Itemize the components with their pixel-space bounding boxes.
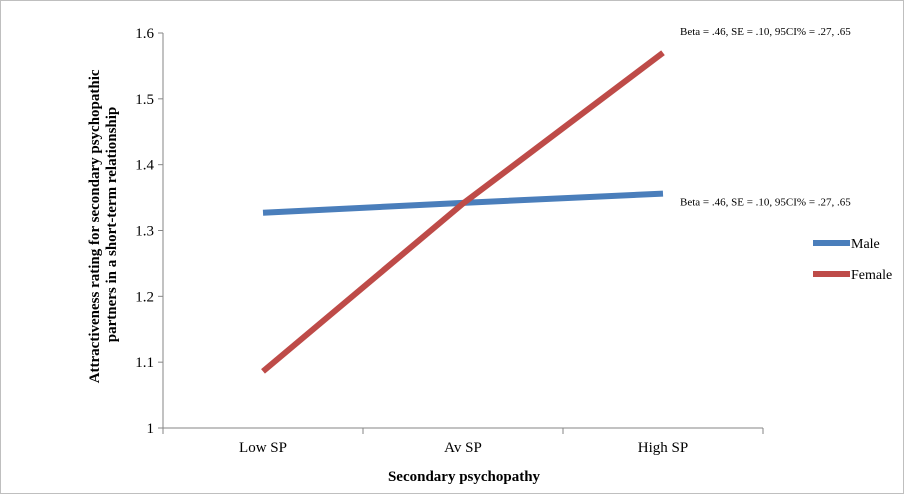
- y-axis-title-line-1: Attractiveness rating for secondary psyc…: [87, 69, 103, 383]
- y-tick-label: 1.4: [135, 158, 154, 174]
- x-tick-label: High SP: [638, 440, 688, 456]
- legend-label-female: Female: [851, 268, 892, 283]
- x-tick-label: Low SP: [239, 440, 287, 456]
- annotation-female: Beta = .46, SE = .10, 95CI% = .27, .65: [680, 26, 851, 38]
- y-tick-label: 1.6: [135, 26, 154, 42]
- y-axis-title-line-2: partners in a short-term relationship: [104, 107, 120, 343]
- y-tick-label: 1: [147, 421, 155, 437]
- series-layer: [263, 53, 663, 372]
- x-tick-label: Av SP: [444, 440, 482, 456]
- y-axis: 1 1.1 1.2 1.3 1.4 1.5 1.6: [135, 26, 163, 437]
- legend: Male Female: [813, 237, 892, 283]
- y-tick-label: 1.3: [135, 224, 154, 240]
- y-tick-label: 1.5: [135, 92, 154, 108]
- y-tick-label: 1.1: [135, 355, 154, 371]
- y-axis-title: Attractiveness rating for secondary psyc…: [87, 66, 120, 384]
- annotations: Beta = .46, SE = .10, 95CI% = .27, .65 Be…: [680, 26, 851, 209]
- x-axis: Low SP Av SP High SP: [163, 428, 763, 456]
- legend-label-male: Male: [851, 237, 880, 252]
- annotation-male: Beta = .46, SE = .10, 95CI% = .27, .65: [680, 197, 851, 209]
- y-tick-label: 1.2: [135, 289, 154, 305]
- x-axis-title: Secondary psychopathy: [388, 469, 541, 485]
